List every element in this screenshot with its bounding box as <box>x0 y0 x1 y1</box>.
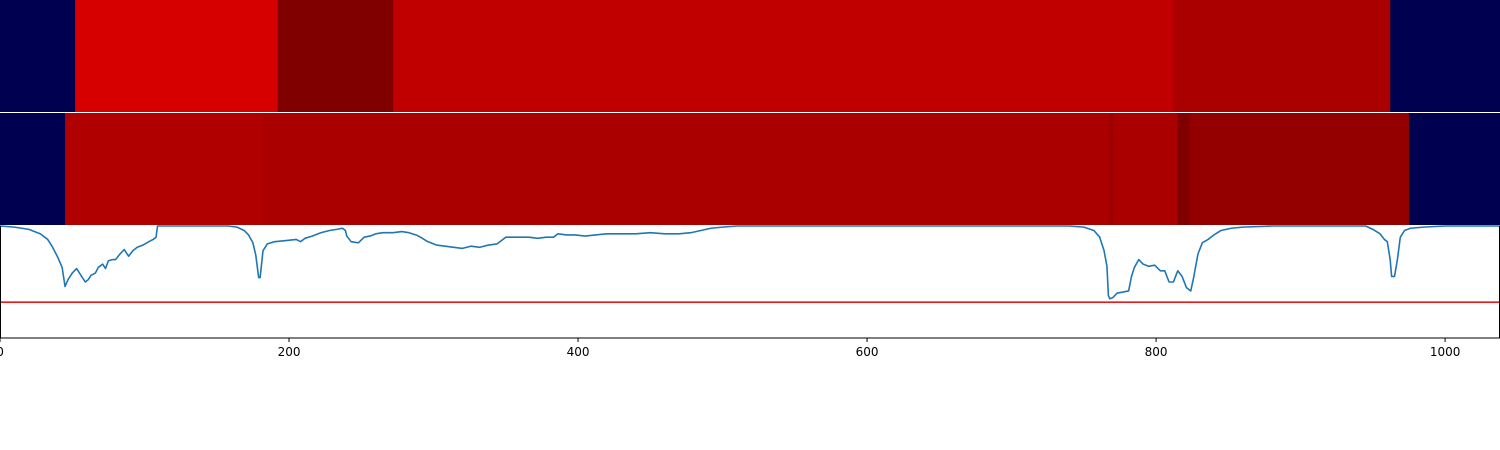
line-plot-background <box>0 226 1500 338</box>
series-line <box>0 225 1500 300</box>
heatmap-tracks <box>0 0 1500 225</box>
track-1-segment-5 <box>1173 0 1391 112</box>
track-2-segment-2 <box>65 113 264 225</box>
track-2-segment-7 <box>1189 113 1410 225</box>
x-tick-label-400: 400 <box>567 345 590 359</box>
x-tick-label-600: 600 <box>856 345 879 359</box>
track-2-segment-5 <box>1112 113 1179 225</box>
line-plot-panel <box>0 225 1500 339</box>
track-1-segment-3 <box>277 0 394 112</box>
series-layer <box>0 225 1500 339</box>
track-1-segment-1 <box>0 0 76 112</box>
track-2-segment-6 <box>1177 113 1190 225</box>
track-2-segment-8 <box>1408 113 1500 225</box>
heatmap-track-2 <box>0 113 1500 225</box>
track-2-segment-4 <box>1109 113 1114 225</box>
track-2-segment-3 <box>263 113 1111 225</box>
x-axis: 0 200 400 600 800 1000 <box>0 338 1460 359</box>
track-1-segment-4 <box>393 0 1174 112</box>
track-1-segment-6 <box>1390 0 1500 112</box>
x-tick-label-0: 0 <box>0 345 4 359</box>
heatmap-track-1 <box>0 0 1500 112</box>
x-tick-label-200: 200 <box>278 345 301 359</box>
x-tick-label-800: 800 <box>1145 345 1168 359</box>
track-2-segment-1 <box>0 113 66 225</box>
x-tick-label-1000: 1000 <box>1430 345 1461 359</box>
track-1-segment-2 <box>75 0 278 112</box>
